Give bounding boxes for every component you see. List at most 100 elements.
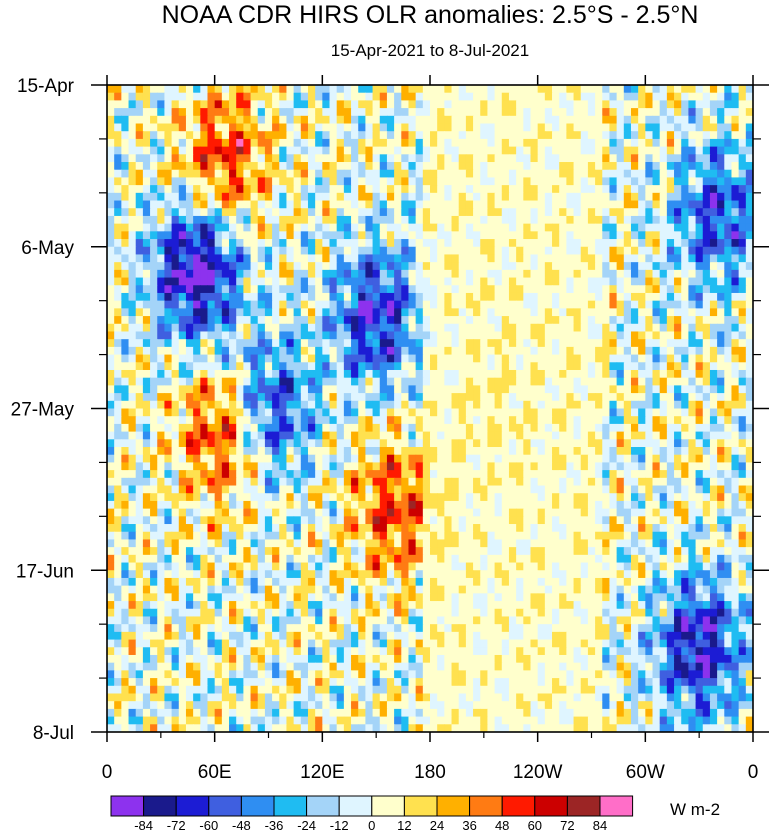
heatmap-cell <box>508 331 517 340</box>
heatmap-cell <box>552 300 560 309</box>
heatmap-cell <box>157 215 166 225</box>
heatmap-cell <box>164 192 173 202</box>
heatmap-cell <box>286 377 295 386</box>
heatmap-cell <box>221 431 230 440</box>
heatmap-cell <box>264 316 273 325</box>
heatmap-cell <box>379 423 388 433</box>
heatmap-cell <box>709 308 718 317</box>
heatmap-cell <box>580 223 589 232</box>
heatmap-cell <box>150 115 158 125</box>
heatmap-cell <box>135 423 144 433</box>
heatmap-cell <box>566 262 575 271</box>
heatmap-cell <box>652 431 661 440</box>
heatmap-cell <box>659 92 668 102</box>
heatmap-cell <box>128 185 137 194</box>
heatmap-cell <box>616 454 625 464</box>
heatmap-cell <box>214 454 223 464</box>
heatmap-cell <box>566 115 575 125</box>
heatmap-cell <box>351 331 359 340</box>
heatmap-cell <box>286 285 295 294</box>
heatmap-cell <box>523 447 532 456</box>
heatmap-cell <box>257 277 266 286</box>
heatmap-cell <box>609 85 618 94</box>
heatmap-cell <box>107 277 115 286</box>
heatmap-cell <box>745 154 753 163</box>
heatmap-cell <box>731 108 740 117</box>
heatmap-cell <box>501 354 510 363</box>
heatmap-cell <box>415 416 424 425</box>
heatmap-cell <box>150 308 158 317</box>
heatmap-cell <box>193 408 201 417</box>
heatmap-cell <box>286 493 295 502</box>
heatmap-cell <box>315 192 323 202</box>
heatmap-cell <box>473 331 481 340</box>
heatmap-cell <box>480 346 489 356</box>
heatmap-cell <box>616 246 625 256</box>
heatmap-cell <box>386 262 395 271</box>
heatmap-cell <box>559 269 567 279</box>
heatmap-cell <box>666 277 675 286</box>
heatmap-cell <box>609 316 618 325</box>
heatmap-cell <box>293 400 302 410</box>
heatmap-cell <box>430 447 438 456</box>
heatmap-cell <box>142 485 151 494</box>
heatmap-cell <box>207 277 216 286</box>
heatmap-cell <box>630 354 639 363</box>
heatmap-cell <box>523 100 532 109</box>
heatmap-cell <box>164 362 173 371</box>
heatmap-cell <box>372 354 381 363</box>
heatmap-cell <box>530 500 539 510</box>
heatmap-cell <box>329 239 338 248</box>
heatmap-cell <box>358 485 366 494</box>
heatmap-cell <box>544 323 553 333</box>
heatmap-cell <box>358 346 366 356</box>
heatmap-cell <box>150 323 158 333</box>
heatmap-cell <box>666 300 675 309</box>
heatmap-cell <box>336 277 345 286</box>
heatmap-cell <box>695 316 704 325</box>
heatmap-cell <box>286 123 295 132</box>
heatmap-cell <box>300 185 309 194</box>
heatmap-cell <box>415 377 424 386</box>
heatmap-cell <box>709 300 718 309</box>
heatmap-cell <box>401 215 410 225</box>
heatmap-cell <box>552 331 560 340</box>
heatmap-cell <box>602 354 611 363</box>
heatmap-cell <box>473 354 481 363</box>
heatmap-cell <box>379 108 388 117</box>
heatmap-cell <box>343 92 352 102</box>
heatmap-cell <box>523 316 532 325</box>
heatmap-cell <box>573 92 582 102</box>
heatmap-cell <box>329 462 338 471</box>
heatmap-cell <box>264 138 273 148</box>
heatmap-cell <box>458 369 467 379</box>
heatmap-cell <box>150 162 158 171</box>
heatmap-cell <box>709 223 718 232</box>
heatmap-cell <box>494 246 503 256</box>
heatmap-cell <box>293 92 302 102</box>
heatmap-cell <box>573 246 582 256</box>
heatmap-cell <box>430 423 438 433</box>
heatmap-cell <box>437 393 445 402</box>
heatmap-cell <box>150 85 158 94</box>
heatmap-cell <box>157 154 166 163</box>
heatmap-cell <box>415 462 424 471</box>
heatmap-cell <box>523 485 532 494</box>
heatmap-cell <box>602 339 611 348</box>
heatmap-cell <box>185 192 194 202</box>
heatmap-cell <box>214 346 223 356</box>
heatmap-cell <box>537 369 546 379</box>
heatmap-cell <box>200 339 209 348</box>
heatmap-cell <box>623 447 632 456</box>
heatmap-cell <box>666 146 675 155</box>
heatmap-cell <box>229 115 237 125</box>
heatmap-cell <box>315 423 323 433</box>
heatmap-cell <box>372 177 381 186</box>
heatmap-cell <box>731 416 740 425</box>
heatmap-cell <box>279 393 288 402</box>
heatmap-cell <box>250 439 259 448</box>
heatmap-cell <box>480 393 489 402</box>
heatmap-cell <box>358 262 366 271</box>
heatmap-cell <box>221 208 230 217</box>
heatmap-cell <box>272 254 280 263</box>
